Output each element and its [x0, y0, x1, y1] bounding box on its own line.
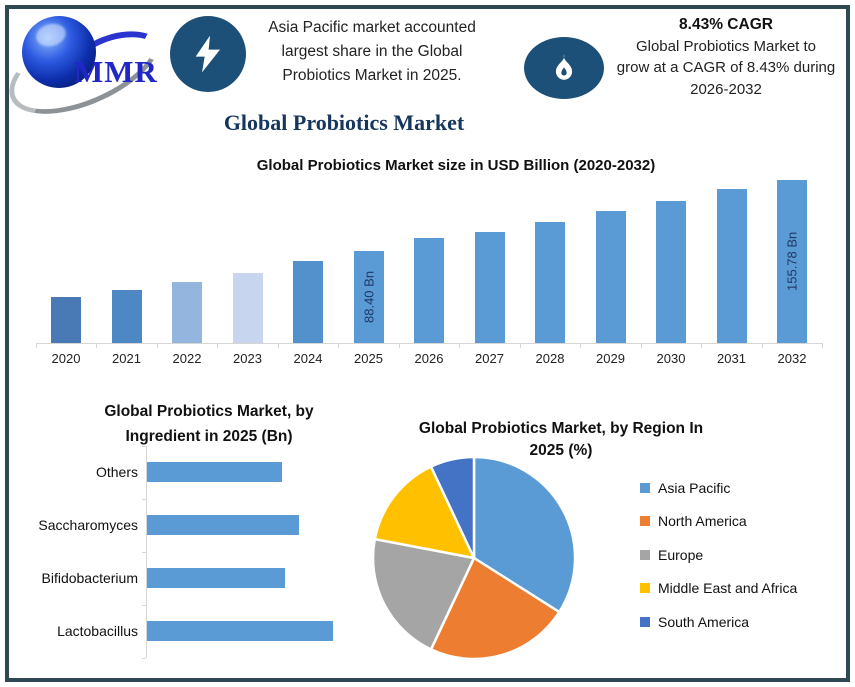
ingredient-bar-1 — [147, 515, 299, 535]
note-left-line3: Probiotics Market in 2025. — [282, 67, 462, 84]
bar-2026 — [414, 238, 444, 343]
legend-label-0: Asia Pacific — [658, 480, 731, 496]
legend-label-3: Middle East and Africa — [658, 580, 798, 597]
legend-swatch-0 — [640, 483, 650, 493]
x-axis-tick — [156, 343, 158, 348]
x-axis-tick — [580, 343, 582, 348]
page-title: Global Probiotics Market — [223, 110, 465, 135]
x-axis-tick — [217, 343, 219, 348]
year-label-2030: 2030 — [656, 351, 686, 366]
legend-label-4: South America — [658, 613, 750, 630]
bar-2025: 88.40 Bn — [353, 251, 384, 343]
globe-icon — [22, 16, 96, 88]
legend-swatch-3 — [640, 583, 650, 594]
year-label-2028: 2028 — [535, 351, 565, 366]
year-label-2023: 2023 — [233, 351, 262, 366]
header-note-cagr: 8.43% CAGR Global Probiotics Market to g… — [606, 14, 846, 100]
legend-swatch-2 — [640, 549, 650, 560]
year-label-2027: 2027 — [475, 351, 504, 366]
year-label-2025: 2025 — [354, 351, 383, 366]
pie-slice-middle-east-and-africa — [373, 464, 477, 560]
year-label-2029: 2029 — [596, 351, 625, 366]
legend-swatch-1 — [640, 516, 650, 527]
note-left-line2: largest share in the Global — [281, 43, 463, 60]
legend-item-3: Middle East and Africa — [640, 578, 797, 598]
ingredient-axis-tick — [142, 605, 146, 606]
x-axis-tick — [459, 343, 461, 348]
pie-slice-south-america — [429, 455, 476, 559]
x-axis-tick — [338, 343, 340, 348]
bar-2020 — [51, 297, 81, 343]
ingredient-bar-2 — [147, 568, 285, 588]
legend-item-1: North America — [640, 511, 747, 531]
legend-item-4: South America — [640, 612, 749, 632]
ingredient-axis-tick — [142, 446, 146, 447]
note-right-line2: grow at a CAGR of 8.43% during — [616, 59, 836, 76]
note-right-line3: 2026-2032 — [690, 80, 762, 98]
region-chart-title: Global Probiotics Market, by Region In 2… — [418, 420, 704, 459]
ingredient-bar-3 — [147, 621, 333, 641]
note-left-line1: Asia Pacific market accounted — [268, 19, 476, 36]
x-axis-tick — [761, 343, 763, 348]
year-label-2021: 2021 — [112, 351, 141, 366]
legend-label-1: North America — [658, 513, 747, 530]
bar-2029 — [595, 211, 626, 343]
region-pie-chart — [371, 455, 577, 661]
x-axis-tick — [519, 343, 521, 348]
flame-icon — [524, 37, 604, 99]
x-axis-tick — [35, 343, 37, 348]
ingredient-label-1: Saccharomyces — [38, 517, 138, 533]
x-axis-tick — [277, 343, 279, 348]
legend-label-2: Europe — [658, 546, 704, 563]
year-label-2020: 2020 — [51, 351, 81, 366]
x-axis-tick — [701, 343, 703, 348]
bar-2024 — [293, 261, 323, 343]
ingredient-axis-tick — [142, 552, 146, 553]
legend-item-2: Europe — [640, 545, 703, 565]
legend-swatch-4 — [640, 616, 650, 627]
note-right-line1: Global Probiotics Market to — [635, 37, 817, 55]
ingredient-axis-tick — [142, 658, 146, 659]
bar-2032: 155.78 Bn — [777, 180, 807, 343]
year-label-2026: 2026 — [414, 351, 444, 366]
bar-2027 — [474, 232, 505, 343]
pie-slice-europe — [371, 537, 476, 652]
bar-2023 — [232, 273, 263, 343]
ingredient-axis-tick — [142, 499, 146, 500]
cagr-value: 8.43% CAGR — [679, 16, 773, 33]
bar-2030 — [656, 201, 686, 343]
bar-2022 — [172, 282, 202, 343]
header-note-asia-pacific: Asia Pacific market accounted largest sh… — [252, 16, 492, 88]
ingredient-chart-title: Global Probiotics Market, by Ingredient … — [104, 403, 314, 445]
legend-item-0: Asia Pacific — [640, 478, 730, 498]
bar-2028 — [535, 222, 565, 343]
ingredient-label-3: Lactobacillus — [57, 623, 138, 639]
ingredient-label-0: Others — [95, 464, 138, 480]
x-axis-tick — [398, 343, 400, 348]
bar-2021 — [111, 290, 142, 343]
bar-chart-title: Global Probiotics Market size in USD Bil… — [256, 157, 656, 174]
x-axis-tick — [822, 343, 824, 348]
ingredient-bar-0 — [147, 462, 282, 482]
year-label-2024: 2024 — [293, 351, 323, 366]
lightning-icon — [170, 16, 246, 92]
year-label-2022: 2022 — [172, 351, 202, 366]
year-label-2032: 2032 — [777, 351, 807, 366]
mmr-logo: MMR — [0, 0, 175, 134]
year-label-2031: 2031 — [717, 351, 746, 366]
x-axis-line — [36, 343, 823, 344]
x-axis-tick — [640, 343, 642, 348]
bar-2031 — [716, 189, 747, 343]
ingredient-label-2: Bifidobacterium — [41, 570, 139, 586]
x-axis-tick — [96, 343, 98, 348]
logo-text: MMR — [74, 54, 158, 89]
ingredient-y-axis — [146, 446, 147, 658]
